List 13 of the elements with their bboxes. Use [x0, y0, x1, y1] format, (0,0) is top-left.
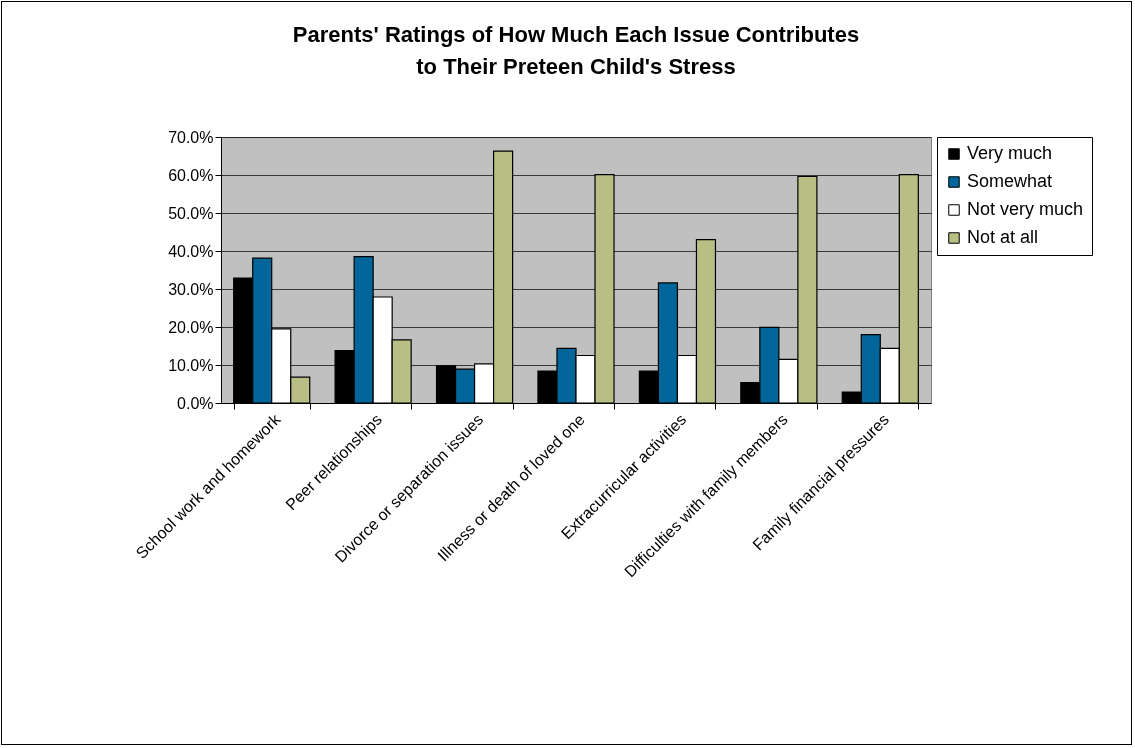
y-tick-label: 0.0%: [177, 394, 214, 412]
y-tick-label: 60.0%: [168, 166, 214, 184]
legend-label: Not very much: [967, 199, 1084, 219]
y-tick-label: 40.0%: [168, 242, 214, 260]
chart-title: Parents' Ratings of How Much Each Issue Contributes to Their Preteen Child's Stress: [292, 22, 860, 79]
y-tick-label: 10.0%: [168, 356, 214, 374]
legend-label: Somewhat: [967, 171, 1053, 191]
y-tick-label: 30.0%: [168, 280, 214, 298]
y-tick-label: 70.0%: [168, 128, 214, 146]
legend-label: Very much: [967, 143, 1053, 163]
legend-label: Not at all: [967, 227, 1039, 247]
y-tick-label: 20.0%: [168, 318, 214, 336]
y-tick-label: 50.0%: [168, 204, 214, 222]
